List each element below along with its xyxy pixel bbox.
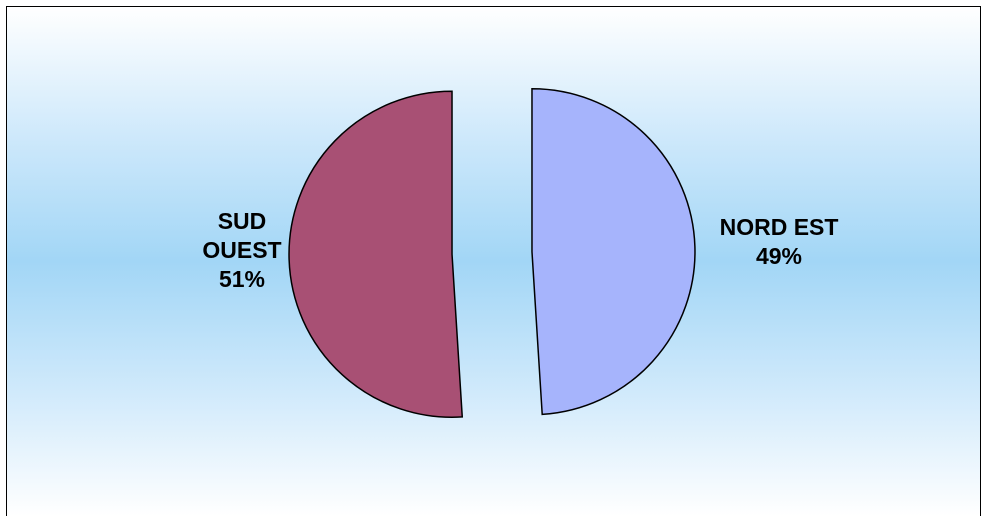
slice-label-nord-est: NORD EST 49% (699, 213, 859, 271)
slice-label-sud-ouest-percent: 51% (218, 266, 266, 292)
slice-label-nord-est-percent: 49% (755, 243, 803, 269)
chart-area: SUD OUEST 51% NORD EST 49% (6, 6, 981, 516)
pie-chart (288, 87, 696, 419)
slice-label-sud-ouest-line-2: OUEST (202, 237, 282, 263)
slice-label-nord-est-name: NORD EST (719, 214, 839, 240)
pie-slice-nord-est (531, 87, 696, 416)
pie-slice-sud-ouest (288, 90, 464, 419)
slice-label-sud-ouest-line-1: SUD (217, 208, 267, 234)
slice-label-sud-ouest: SUD OUEST 51% (182, 207, 302, 294)
